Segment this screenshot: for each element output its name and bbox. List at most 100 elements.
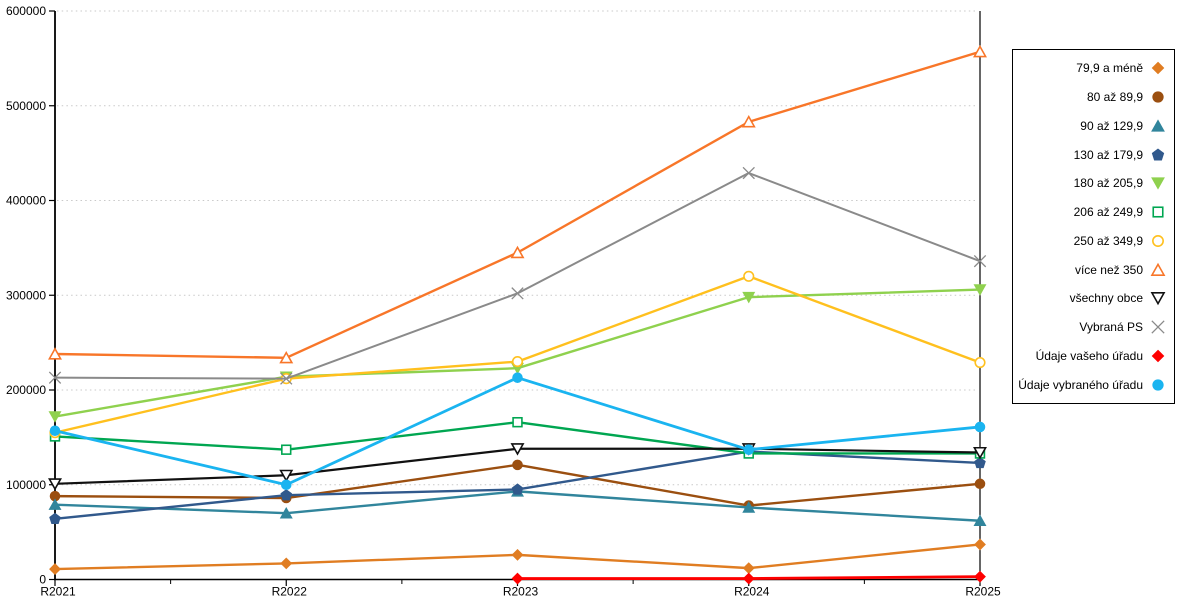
circle-marker bbox=[743, 444, 755, 455]
triangle-down-marker bbox=[279, 469, 294, 483]
y-axis-tick-label: 600000 bbox=[6, 4, 46, 18]
pentagon-marker bbox=[280, 489, 293, 501]
legend-item-label: 79,9 a méně bbox=[1076, 61, 1143, 76]
diamond-marker bbox=[280, 557, 293, 570]
circle-marker bbox=[1152, 91, 1164, 103]
diamond-marker bbox=[49, 563, 61, 575]
circle-marker bbox=[512, 372, 523, 383]
legend-item-label: 180 až 205,9 bbox=[1073, 176, 1143, 191]
legend-item: 90 až 129,9 bbox=[1013, 112, 1174, 141]
chart-legend: 79,9 a méně 80 až 89,9 90 až 129,9 130 až 1… bbox=[1012, 49, 1175, 404]
diamond-marker bbox=[974, 570, 986, 583]
circle-marker bbox=[512, 459, 523, 471]
square-marker bbox=[281, 444, 292, 455]
legend-item-label: všechny obce bbox=[1069, 291, 1143, 306]
pentagon-marker bbox=[1151, 148, 1165, 161]
circle-marker bbox=[49, 425, 61, 437]
legend-item: všechny obce bbox=[1013, 284, 1174, 313]
legend-item-label: Vybraná PS bbox=[1079, 320, 1143, 335]
pentagon-marker bbox=[974, 456, 986, 469]
legend-marker-triangle-down bbox=[1150, 292, 1166, 306]
circle-marker bbox=[974, 356, 986, 369]
x-axis-tick-label: R2023 bbox=[503, 585, 539, 599]
y-axis-tick-label: 400000 bbox=[6, 194, 46, 208]
y-axis-tick-label: 500000 bbox=[6, 99, 46, 113]
y-axis-tick-label: 200000 bbox=[6, 383, 46, 397]
y-axis-tick-label: 100000 bbox=[6, 478, 46, 492]
series-line-7 bbox=[53, 275, 982, 434]
legend-item: 79,9 a méně bbox=[1013, 54, 1174, 83]
triangle-up-marker bbox=[741, 115, 756, 128]
triangle-up-marker bbox=[279, 506, 293, 519]
legend-item-label: 130 až 179,9 bbox=[1073, 147, 1143, 162]
x-axis-tick-label: R2022 bbox=[272, 585, 308, 599]
legend-item-label: více než 350 bbox=[1074, 262, 1143, 277]
legend-item: Údaje vybraného úřadu bbox=[1013, 370, 1174, 399]
circle-marker bbox=[743, 270, 755, 282]
diamond-marker bbox=[511, 572, 524, 585]
legend-item: 206 až 249,9 bbox=[1013, 198, 1174, 227]
diamond-marker bbox=[974, 538, 986, 551]
triangle-up-marker bbox=[1150, 262, 1166, 276]
legend-marker-x bbox=[1151, 320, 1165, 334]
legend-item: 130 až 179,9 bbox=[1013, 140, 1174, 169]
circle-marker bbox=[974, 478, 986, 490]
legend-item: 250 až 349,9 bbox=[1013, 227, 1174, 256]
legend-item: 180 až 205,9 bbox=[1013, 169, 1174, 198]
triangle-up-marker bbox=[973, 44, 987, 58]
legend-item-label: Údaje vašeho úřadu bbox=[1035, 348, 1143, 363]
circle-marker bbox=[280, 479, 292, 491]
triangle-down-marker bbox=[1151, 177, 1165, 190]
series-line-10 bbox=[54, 172, 981, 380]
triangle-down-marker bbox=[48, 411, 62, 423]
legend-marker-triangle-up bbox=[1150, 262, 1166, 276]
legend-marker-diamond bbox=[1151, 62, 1165, 75]
legend-item-label: Údaje vybraného úřadu bbox=[1018, 377, 1143, 392]
pentagon-marker bbox=[511, 483, 524, 495]
legend-item-label: 80 až 89,9 bbox=[1086, 90, 1143, 105]
diamond-marker bbox=[511, 548, 524, 561]
triangle-up-marker bbox=[1151, 119, 1165, 132]
triangle-up-marker bbox=[48, 498, 62, 510]
legend-item: více než 350 bbox=[1013, 255, 1174, 284]
legend-item-label: 90 až 129,9 bbox=[1080, 118, 1143, 133]
circle-marker bbox=[511, 355, 524, 368]
square-marker bbox=[1152, 206, 1164, 218]
series-line-5 bbox=[53, 288, 982, 418]
x-marker bbox=[1151, 320, 1165, 334]
triangle-up-marker bbox=[279, 350, 294, 364]
circle-marker bbox=[974, 421, 986, 433]
x-marker bbox=[280, 372, 293, 385]
triangle-up-marker bbox=[973, 514, 987, 527]
x-axis-tick-label: R2025 bbox=[965, 585, 1001, 599]
legend-marker-circle bbox=[1152, 378, 1164, 391]
legend-marker-circle bbox=[1152, 91, 1164, 103]
circle-marker bbox=[1152, 234, 1164, 247]
triangle-down-marker bbox=[1150, 292, 1166, 306]
triangle-down-marker bbox=[510, 443, 525, 456]
diamond-marker bbox=[742, 562, 755, 575]
triangle-down-marker bbox=[973, 446, 987, 460]
triangle-down-marker bbox=[742, 291, 756, 304]
x-axis-tick-label: R2024 bbox=[734, 585, 770, 599]
y-axis-tick-label: 0 bbox=[39, 573, 46, 587]
triangle-up-marker bbox=[510, 245, 525, 259]
legend-item: Údaje vašeho úřadu bbox=[1013, 342, 1174, 371]
diamond-marker bbox=[1151, 349, 1165, 363]
x-marker bbox=[973, 254, 987, 268]
legend-item: 80 až 89,9 bbox=[1013, 83, 1174, 112]
legend-marker-triangle-up bbox=[1151, 119, 1165, 132]
legend-marker-circle bbox=[1152, 234, 1164, 247]
legend-marker-diamond bbox=[1151, 349, 1165, 363]
legend-item: Vybraná PS bbox=[1013, 313, 1174, 342]
triangle-down-marker bbox=[48, 478, 62, 491]
x-marker bbox=[511, 287, 524, 300]
y-axis-tick-label: 300000 bbox=[6, 288, 46, 302]
legend-item-label: 206 až 249,9 bbox=[1073, 205, 1143, 220]
diamond-marker bbox=[742, 572, 755, 585]
circle-marker bbox=[1152, 378, 1164, 391]
triangle-up-marker bbox=[742, 501, 756, 513]
diamond-marker bbox=[1151, 62, 1165, 75]
